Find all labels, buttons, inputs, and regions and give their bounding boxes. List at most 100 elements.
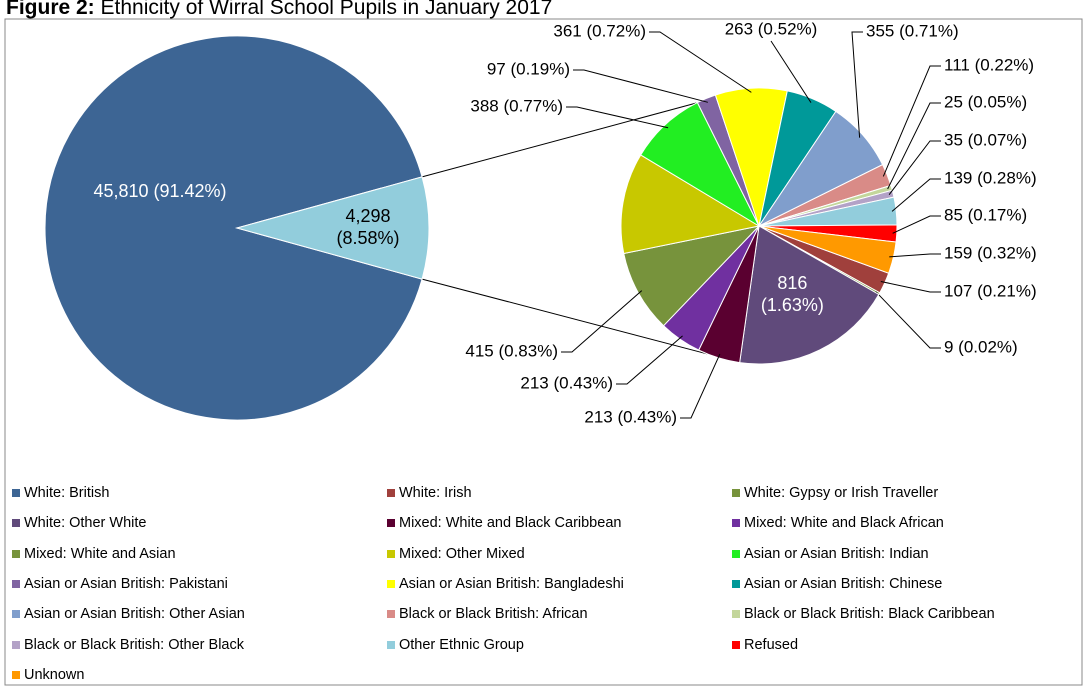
- legend-item: Refused: [732, 637, 798, 653]
- legend-swatch: [387, 579, 395, 588]
- legend-label: Black or Black British: Black Caribbean: [744, 606, 995, 623]
- legend-item: Mixed: White and Black African: [732, 515, 944, 531]
- leader-line: [887, 102, 941, 190]
- legend-label: White: Gypsy or Irish Traveller: [744, 485, 939, 501]
- legend-label: Unknown: [24, 666, 85, 683]
- pie-slice: [758, 225, 897, 274]
- data-label: 45,810 (91.42%): [93, 181, 226, 201]
- legend-swatch: [387, 489, 395, 497]
- data-label: 361 (0.72%): [553, 21, 646, 40]
- leader-line: [892, 215, 941, 234]
- legend-swatch: [732, 489, 740, 497]
- legend-label: Mixed: White and Black African: [744, 515, 944, 532]
- legend-swatch: [387, 519, 395, 528]
- legend-item: Asian or Asian British: Bangladeshi: [387, 576, 624, 592]
- leader-line: [770, 40, 812, 103]
- figure-label: Figure 2:: [6, 0, 95, 19]
- pie-slice: [620, 154, 761, 255]
- legend-swatch: [387, 640, 395, 649]
- legend-label: Asian or Asian British: Bangladeshi: [399, 575, 624, 592]
- data-label: 85 (0.17%): [944, 205, 1027, 224]
- legend-swatch: [12, 579, 20, 588]
- legend-label: White: Other White: [24, 515, 147, 532]
- legend-item: White: British: [12, 485, 109, 501]
- connector-line: [421, 278, 708, 355]
- data-label: 355 (0.71%): [866, 21, 959, 40]
- legend-swatch: [12, 519, 20, 528]
- legend-item: Mixed: White and Asian: [12, 546, 176, 562]
- leader-line: [566, 106, 669, 129]
- legend-item: Asian or Asian British: Other Asian: [12, 606, 245, 622]
- legend-swatch: [12, 549, 20, 558]
- legend-item: White: Gypsy or Irish Traveller: [732, 485, 938, 501]
- data-label: 25 (0.05%): [944, 92, 1027, 111]
- legend-swatch: [732, 549, 740, 558]
- legend-label: Asian or Asian British: Pakistani: [24, 575, 228, 592]
- legend-swatch: [732, 610, 740, 619]
- connector-line: [421, 102, 697, 178]
- data-label: 97 (0.19%): [487, 59, 570, 78]
- legend-label: Black or Black British: Other Black: [24, 636, 244, 653]
- leader-line: [888, 140, 941, 195]
- leader-line: [561, 290, 643, 353]
- data-label: 213 (0.43%): [584, 407, 677, 426]
- legend-item: Black or Black British: Black Caribbean: [732, 606, 995, 622]
- legend-label: Mixed: White and Asian: [24, 545, 176, 562]
- legend-item: Asian or Asian British: Chinese: [732, 576, 942, 592]
- leader-line: [851, 31, 863, 138]
- data-label: 139 (0.28%): [944, 168, 1037, 187]
- legend-label: Asian or Asian British: Chinese: [744, 575, 943, 592]
- data-label: 35 (0.07%): [944, 130, 1027, 149]
- chart-title: Ethnicity of Wirral School Pupils in Jan…: [100, 0, 553, 19]
- leader-line: [680, 353, 721, 419]
- pie-slice: [44, 35, 423, 421]
- data-label: 9 (0.02%): [944, 337, 1018, 356]
- legend-item: Mixed: Other Mixed: [387, 546, 525, 562]
- leader-line: [880, 280, 941, 293]
- legend-swatch: [12, 670, 20, 679]
- legend-swatch: [732, 579, 740, 588]
- legend-label: Asian or Asian British: Indian: [744, 545, 929, 562]
- data-label: 213 (0.43%): [520, 373, 613, 392]
- data-label: 111 (0.22%): [944, 55, 1034, 74]
- legend-item: Unknown: [12, 667, 84, 683]
- legend-label: White: Irish: [399, 485, 472, 501]
- legend-item: Black or Black British: Other Black: [12, 637, 244, 653]
- data-label: 159 (0.32%): [944, 243, 1037, 262]
- legend-swatch: [12, 640, 20, 649]
- legend-swatch: [387, 610, 395, 619]
- leader-line: [891, 178, 941, 212]
- data-label: 415 (0.83%): [465, 341, 558, 360]
- legend-label: Mixed: White and Black Caribbean: [399, 515, 622, 532]
- legend-item: Mixed: White and Black Caribbean: [387, 515, 621, 531]
- leader-line: [889, 253, 941, 258]
- leader-line: [875, 291, 941, 349]
- data-label: 4,298 (8.58%): [336, 206, 400, 248]
- leader-line: [573, 69, 708, 103]
- legend-swatch: [12, 610, 20, 619]
- pie-slice: [623, 225, 761, 327]
- legend-item: White: Irish: [387, 485, 472, 501]
- legend-label: Mixed: Other Mixed: [399, 545, 525, 562]
- legend-label: Asian or Asian British: Other Asian: [24, 606, 245, 623]
- legend-label: White: British: [24, 485, 110, 501]
- legend-label: Other Ethnic Group: [399, 636, 524, 653]
- legend-item: Other Ethnic Group: [387, 637, 524, 653]
- pie-slice: [235, 176, 430, 280]
- title: Figure 2: Ethnicity of Wirral School Pup…: [6, 0, 552, 20]
- legend-item: Asian or Asian British: Indian: [732, 546, 929, 562]
- legend-label: Refused: [744, 636, 799, 653]
- legend-swatch: [732, 519, 740, 528]
- data-label: 107 (0.21%): [944, 281, 1037, 300]
- legend-item: Black or Black British: African: [387, 606, 588, 622]
- legend-label: Black or Black British: African: [399, 606, 588, 623]
- leader-line: [882, 65, 941, 177]
- leader-line: [616, 335, 683, 385]
- legend-swatch: [732, 640, 740, 649]
- chart-border: [4, 18, 1083, 686]
- pie-slice: [739, 225, 880, 365]
- data-label: 388 (0.77%): [470, 96, 563, 115]
- legend-swatch: [12, 489, 20, 497]
